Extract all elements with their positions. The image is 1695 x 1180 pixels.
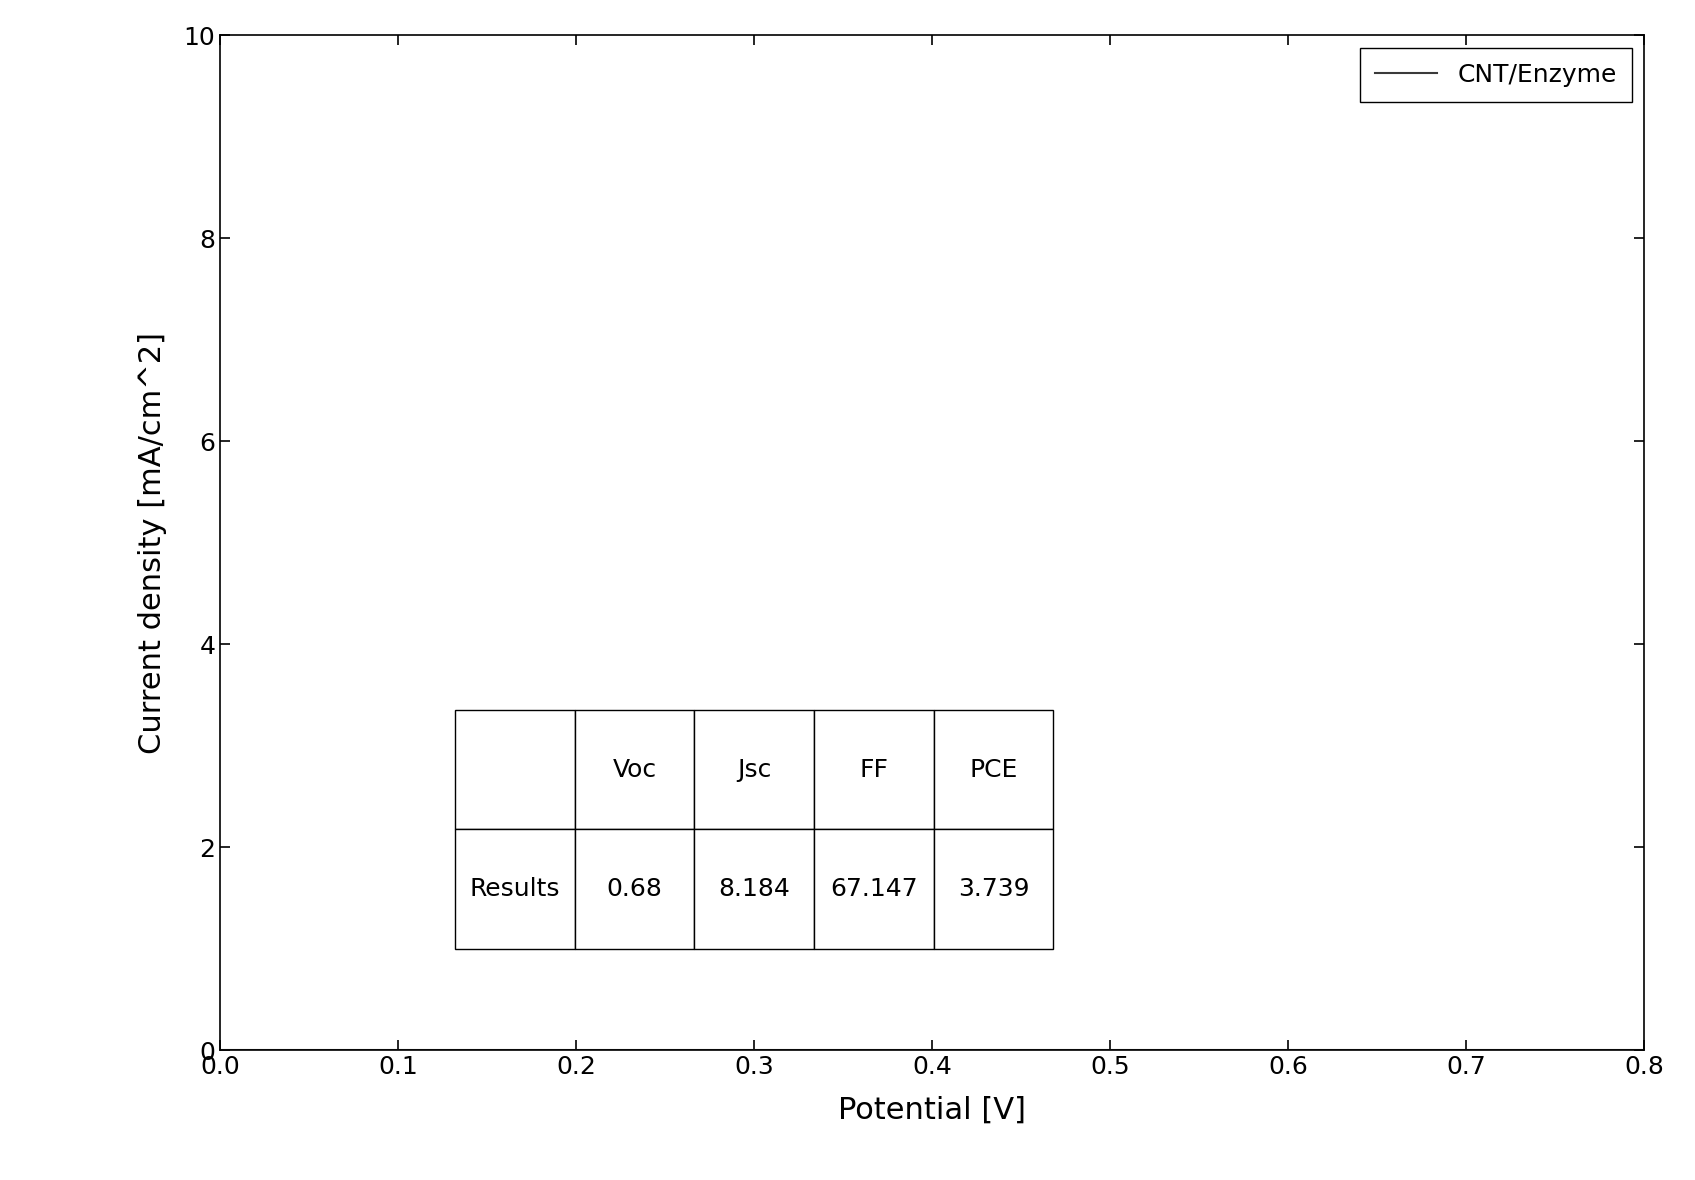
Y-axis label: Current density [mA/cm^2]: Current density [mA/cm^2]	[137, 332, 168, 754]
CNT/Enzyme	[786, 1043, 807, 1057]
CNT/Enzyme	[210, 1043, 231, 1057]
CNT/Enzyme	[1188, 1043, 1209, 1057]
CNT/Enzyme	[837, 1043, 858, 1057]
CNT/Enzyme	[1634, 1043, 1654, 1057]
CNT/Enzyme	[356, 1043, 376, 1057]
CNT/Enzyme	[1320, 1043, 1341, 1057]
X-axis label: Potential [V]: Potential [V]	[839, 1096, 1025, 1125]
CNT/Enzyme	[1346, 1043, 1366, 1057]
Legend: CNT/Enzyme: CNT/Enzyme	[1359, 48, 1632, 101]
